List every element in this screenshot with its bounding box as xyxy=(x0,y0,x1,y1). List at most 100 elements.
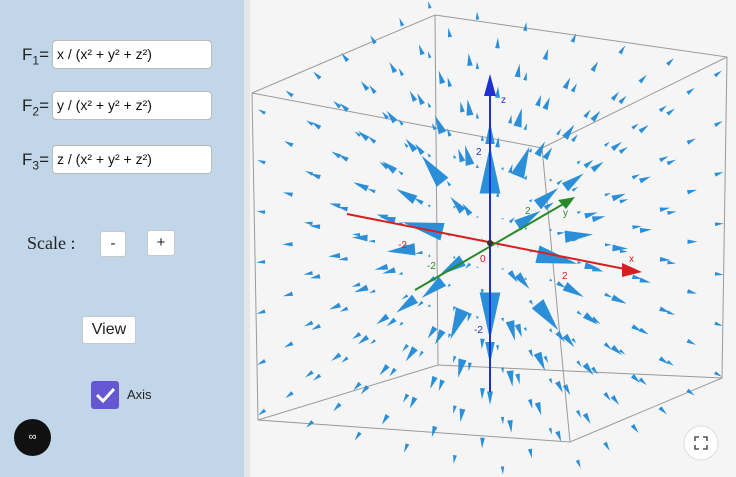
field-arrow xyxy=(570,33,577,43)
field-arrow xyxy=(399,17,405,27)
field-arrow xyxy=(304,171,314,176)
field-arrow xyxy=(508,114,512,124)
field-arrow xyxy=(562,333,575,348)
field-arrow xyxy=(480,388,485,400)
input-field[interactable]: y / (x² + y² + z²) xyxy=(52,91,212,120)
label-sign: = xyxy=(39,150,50,169)
field-arrow xyxy=(524,227,528,231)
field-arrow xyxy=(659,156,669,163)
field-arrow xyxy=(603,441,610,451)
field-arrow xyxy=(399,321,404,326)
field-arrow xyxy=(282,242,293,247)
field-arrow xyxy=(351,282,361,287)
input-field[interactable]: x / (x² + y² + z²) xyxy=(52,40,212,69)
field-arrow xyxy=(658,356,669,365)
field-arrow xyxy=(531,299,559,331)
field-arrow xyxy=(481,186,484,191)
field-arrow xyxy=(542,97,550,111)
field-arrow xyxy=(511,146,530,179)
field-arrow xyxy=(610,141,623,152)
field-arrow xyxy=(561,173,584,192)
z-tick-label: -2 xyxy=(474,325,483,336)
field-arrow xyxy=(354,431,362,441)
field-arrow xyxy=(507,270,518,283)
graphics-view: x -2 2 y -2 2 z 2 -2 0 xyxy=(250,0,736,477)
field-arrow xyxy=(564,230,594,243)
field-arrow xyxy=(542,48,549,61)
field-arrow xyxy=(434,115,447,135)
field-arrow xyxy=(282,291,294,297)
field-arrow xyxy=(368,136,377,144)
field-arrow xyxy=(353,381,362,391)
view-button[interactable]: View xyxy=(82,316,136,344)
field-arrow xyxy=(357,334,370,345)
input-field[interactable]: z / (x² + y² + z²) xyxy=(52,145,212,174)
field-arrow xyxy=(686,388,695,396)
axes: x -2 2 y -2 2 z 2 -2 0 xyxy=(346,74,642,392)
field-arrow xyxy=(368,239,376,243)
field-arrow xyxy=(487,391,493,405)
field-arrow xyxy=(638,327,649,335)
field-arrow xyxy=(548,328,553,333)
field-arrow xyxy=(284,141,294,148)
field-arrow xyxy=(562,282,584,298)
axis-checkbox[interactable] xyxy=(91,381,119,409)
field-arrow xyxy=(619,199,629,204)
field-arrow xyxy=(415,250,423,255)
field-arrow xyxy=(556,281,567,289)
field-arrow xyxy=(501,317,504,322)
field-arrow xyxy=(582,412,591,425)
x-arrow xyxy=(622,263,642,277)
field-arrow xyxy=(398,170,404,176)
field-arrow xyxy=(453,205,457,209)
field-arrow xyxy=(357,130,370,142)
field-arrow xyxy=(514,323,522,338)
field-arrow xyxy=(496,244,499,248)
field-arrow xyxy=(527,398,533,409)
field-arrow xyxy=(431,122,437,131)
field-arrow xyxy=(331,352,342,361)
fullscreen-button[interactable] xyxy=(683,425,719,461)
label-index: 1 xyxy=(32,53,40,68)
field-arrow xyxy=(582,312,598,325)
field-arrow xyxy=(630,423,639,434)
field-arrow xyxy=(618,146,628,154)
field-arrow xyxy=(542,147,553,161)
field-arrow xyxy=(686,338,696,345)
field-arrow xyxy=(331,151,342,159)
field-arrow xyxy=(523,22,527,32)
field-arrow xyxy=(403,393,410,403)
label-letter: F xyxy=(22,45,33,64)
field-arrow xyxy=(285,391,294,399)
field-arrow xyxy=(555,380,563,393)
field-arrow xyxy=(576,310,582,316)
field-arrow xyxy=(604,192,611,197)
field-arrow xyxy=(458,148,466,163)
field-arrow xyxy=(409,396,418,409)
field-arrow xyxy=(638,377,647,386)
field-arrow xyxy=(376,214,389,220)
field-arrow xyxy=(427,226,436,231)
field-arrow xyxy=(447,283,452,287)
field-arrow xyxy=(618,45,626,55)
field-arrow xyxy=(591,316,601,325)
scale-plus-button[interactable]: + xyxy=(147,230,175,256)
control-panel: F1= x / (x² + y² + z²) F2= y / (x² + y² … xyxy=(0,0,244,477)
field-arrow xyxy=(523,327,527,332)
field-arrow xyxy=(515,373,520,385)
field-arrow xyxy=(638,74,647,84)
field-arrow xyxy=(369,85,377,95)
field-arrow xyxy=(403,443,410,453)
z-tick-label: 2 xyxy=(476,147,482,158)
field-arrow xyxy=(543,202,554,210)
field-arrow xyxy=(612,244,629,252)
field-arrow xyxy=(450,307,469,340)
field-arrow xyxy=(523,175,528,180)
field-arrow xyxy=(379,161,389,170)
field-arrow xyxy=(714,172,724,177)
field-arrow xyxy=(306,420,314,428)
scale-minus-button[interactable]: - xyxy=(100,231,126,257)
field-arrow xyxy=(714,121,723,127)
field-arrow xyxy=(562,384,571,396)
field-arrow xyxy=(610,344,623,356)
